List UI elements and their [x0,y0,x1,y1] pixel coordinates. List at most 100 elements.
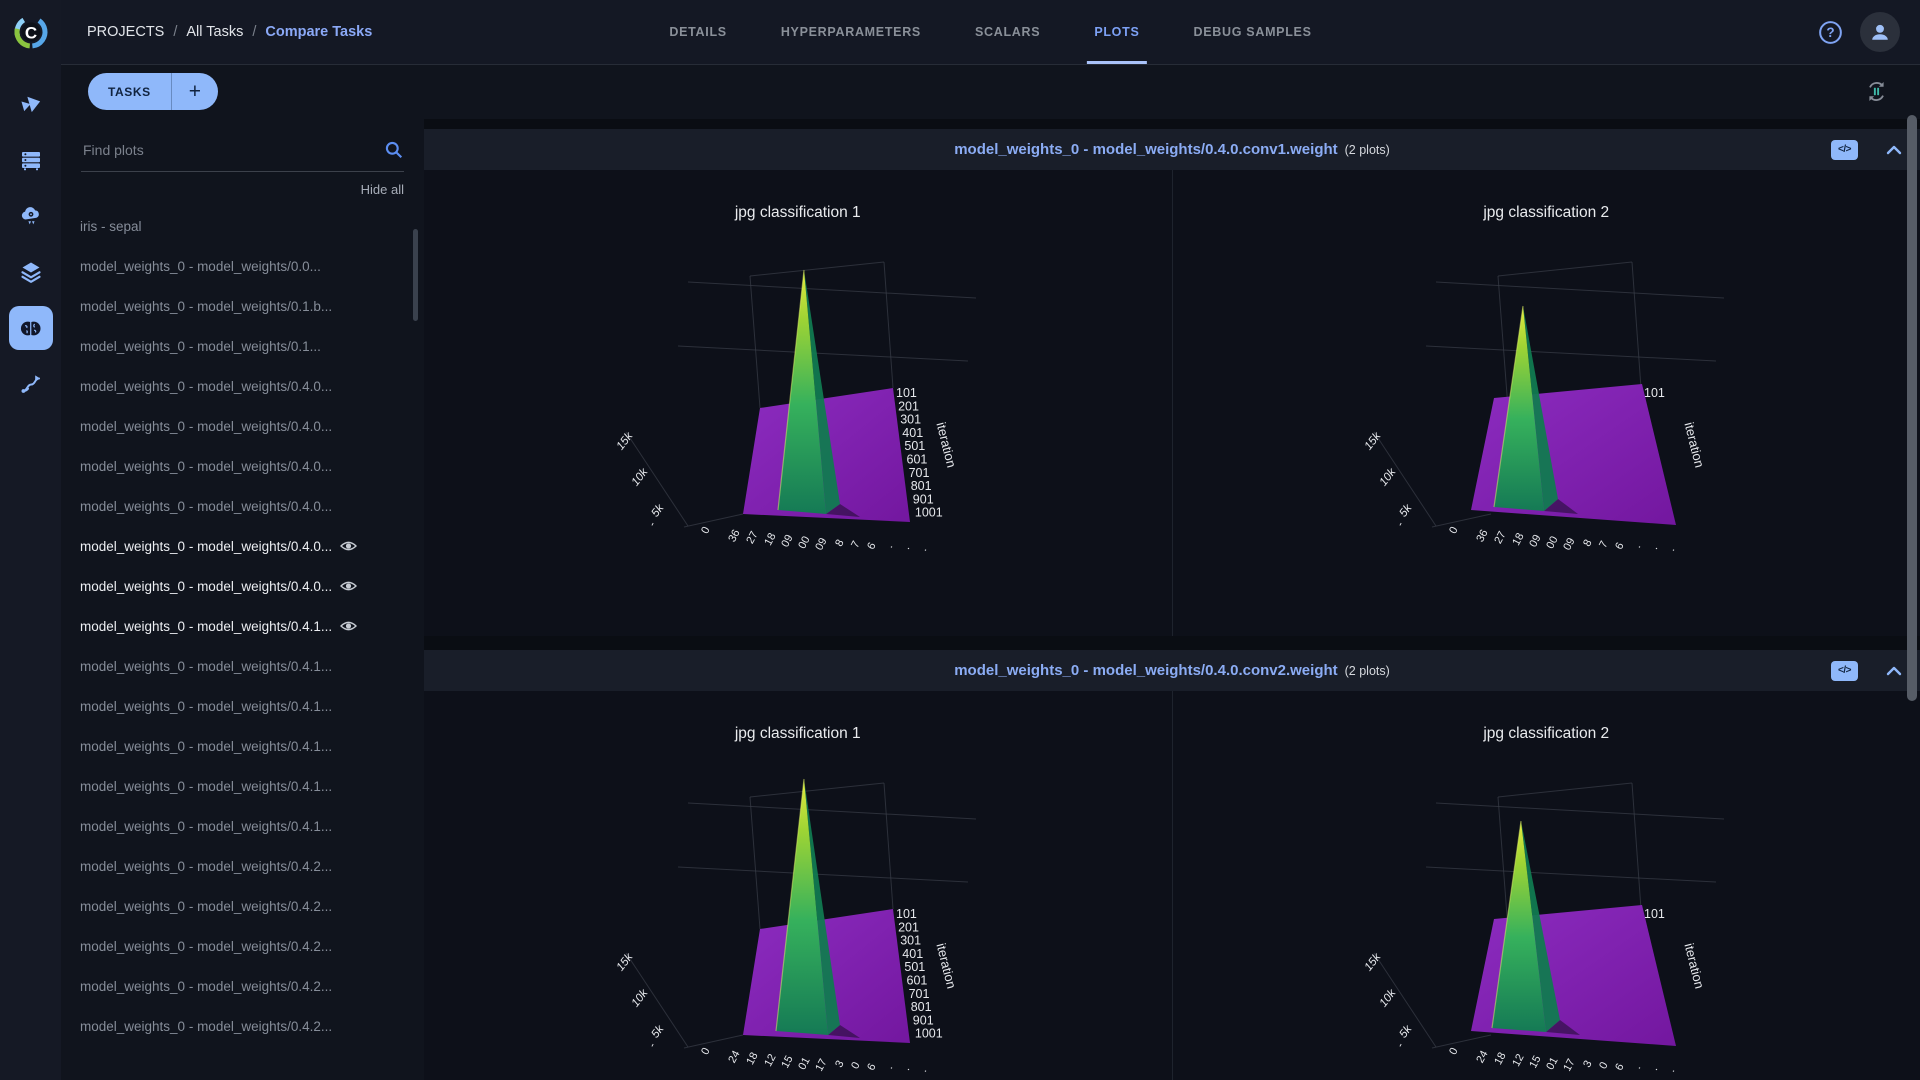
pipelines-icon[interactable] [9,362,53,406]
getting-started-icon[interactable] [9,82,53,126]
plot-list-item[interactable]: model_weights_0 - model_weights/0.4.1... [61,686,424,726]
svg-text:15k: 15k [614,429,636,452]
breadcrumb-item[interactable]: All Tasks [186,24,244,40]
svg-text:6: 6 [1613,541,1626,552]
plot-list-item[interactable]: model_weights_0 - model_weights/0.0... [61,246,424,286]
plot-list-item[interactable]: model_weights_0 - model_weights/0.4.2... [61,886,424,926]
plot-group-title: model_weights_0 - model_weights/0.4.0.co… [954,140,1338,158]
embed-code-icon[interactable]: </> [1831,660,1858,681]
svg-text:5k: 5k [649,1022,667,1040]
find-plots-input[interactable] [81,141,363,159]
svg-text:101: 101 [1644,386,1665,400]
plot-list-item[interactable]: model_weights_0 - model_weights/0.4.1... [61,766,424,806]
tab-details[interactable]: DETAILS [669,25,727,39]
svg-text:·: · [885,542,897,551]
breadcrumb-item[interactable]: Compare Tasks [265,24,373,40]
svg-text:10k: 10k [1378,986,1400,1009]
svg-text:09: 09 [779,533,795,549]
svg-text:101: 101 [1644,907,1665,921]
svg-text:·: · [1634,1063,1646,1072]
plot-list-item-label: model_weights_0 - model_weights/0.4.1... [80,618,333,634]
svg-text:27: 27 [1493,529,1509,545]
breadcrumb-item[interactable]: PROJECTS [87,24,165,40]
hide-all-button[interactable]: Hide all [360,182,404,197]
svg-text:·: · [1668,546,1680,555]
cloud-autoscaler-icon[interactable] [9,194,53,238]
plot-list-item[interactable]: model_weights_0 - model_weights/0.4.2... [61,966,424,1006]
plots-main: model_weights_0 - model_weights/0.4.0.co… [424,119,1920,1080]
tab-debug-samples[interactable]: DEBUG SAMPLES [1193,25,1312,39]
plot-list-item[interactable]: model_weights_0 - model_weights/0.4.2... [61,846,424,886]
search-icon[interactable] [384,140,404,165]
plot-list-item[interactable]: model_weights_0 - model_weights/0.4.0... [61,366,424,406]
plot-list-item[interactable]: model_weights_0 - model_weights/0.4.2... [61,926,424,966]
tab-scalars[interactable]: SCALARS [974,25,1041,39]
plot-group-header[interactable]: model_weights_0 - model_weights/0.4.0.co… [424,650,1920,691]
help-icon[interactable]: ? [1817,19,1844,46]
tasks-button[interactable]: TASKS [88,73,171,110]
svg-text:7: 7 [1597,539,1610,550]
svg-text:10k: 10k [629,465,651,488]
projects-icon[interactable] [8,306,53,350]
eye-icon[interactable] [340,620,358,632]
svg-text:36: 36 [1475,528,1491,544]
plot-list-item[interactable]: iris - sepal [61,206,424,246]
plot-group-actions: </> [1831,139,1902,160]
svg-text:-: - [1395,519,1407,528]
svg-text:701: 701 [908,466,929,480]
plot-list-item[interactable]: model_weights_0 - model_weights/0.4.0... [61,566,424,606]
plot-list-item-label: model_weights_0 - model_weights/0.1... [80,338,321,354]
plot-list-item[interactable]: model_weights_0 - model_weights/0.1... [61,326,424,366]
svg-text:·: · [1651,544,1663,553]
svg-text:401: 401 [902,426,923,440]
plot-list-item-label: model_weights_0 - model_weights/0.4.1... [80,698,333,714]
svg-text:18: 18 [1511,531,1527,547]
plot-list-item[interactable]: model_weights_0 - model_weights/0.4.0... [61,526,424,566]
plot-list-item[interactable]: model_weights_0 - model_weights/0.4.1... [61,806,424,846]
sections: model_weights_0 - model_weights/0.4.0.co… [424,129,1920,1080]
tasks-bar: TASKS + [61,64,1920,119]
plot-list-item[interactable]: model_weights_0 - model_weights/0.4.1... [61,646,424,686]
collapse-chevron-icon[interactable] [1886,145,1902,155]
tab-plots[interactable]: PLOTS [1067,0,1166,64]
surface-plot[interactable]: 5k10k15k1012013014015016017018019011001i… [538,236,1058,556]
tab-hyperparameters[interactable]: HYPERPARAMETERS [780,25,921,39]
svg-text:·: · [902,1065,914,1074]
svg-text:701: 701 [908,987,929,1001]
plot-group-header[interactable]: model_weights_0 - model_weights/0.4.0.co… [424,129,1920,170]
svg-text:27: 27 [744,529,760,545]
svg-text:·: · [902,544,914,553]
plot-list-item[interactable]: model_weights_0 - model_weights/0.4.0... [61,406,424,446]
svg-text:601: 601 [906,453,927,467]
plot-list-item[interactable]: model_weights_0 - model_weights/0.4.1... [61,726,424,766]
svg-text:09: 09 [1562,536,1578,552]
auto-refresh-icon[interactable] [1863,78,1890,105]
plot-cards-row: jpg classification 1 5k 10k 15k 101 201 301 401… [424,170,1920,636]
plot-list-item[interactable]: model_weights_0 - model_weights/0.4.0... [61,486,424,526]
svg-text:36: 36 [726,528,742,544]
svg-text:5k: 5k [1398,501,1416,519]
main-scrollbar[interactable] [1907,115,1917,701]
embed-code-icon[interactable]: </> [1831,139,1858,160]
plot-list-item-label: model_weights_0 - model_weights/0.4.2... [80,978,333,994]
collapse-chevron-icon[interactable] [1886,666,1902,676]
clearml-logo[interactable]: C [0,0,61,64]
svg-text:17: 17 [813,1057,829,1073]
workers-queues-icon[interactable] [9,138,53,182]
svg-text:01: 01 [796,1055,812,1071]
plot-list-item[interactable]: model_weights_0 - model_weights/0.4.1... [61,606,424,646]
user-avatar[interactable] [1860,12,1900,52]
plot-list-item[interactable]: model_weights_0 - model_weights/0.4.2... [61,1006,424,1046]
add-task-button[interactable]: + [172,73,218,110]
eye-icon[interactable] [340,580,358,592]
surface-plot[interactable]: 5k10k15k1012013014015016017018019011001i… [538,757,1058,1077]
eye-icon[interactable] [340,540,358,552]
plot-list-item[interactable]: model_weights_0 - model_weights/0.1.b... [61,286,424,326]
breadcrumb: PROJECTS / All Tasks / Compare Tasks [87,24,372,40]
datasets-icon[interactable] [9,250,53,294]
plot-list-item[interactable]: model_weights_0 - model_weights/0.4.0... [61,446,424,486]
plot-title: jpg classification 1 [734,725,861,742]
panel-scrollbar[interactable] [413,229,418,321]
